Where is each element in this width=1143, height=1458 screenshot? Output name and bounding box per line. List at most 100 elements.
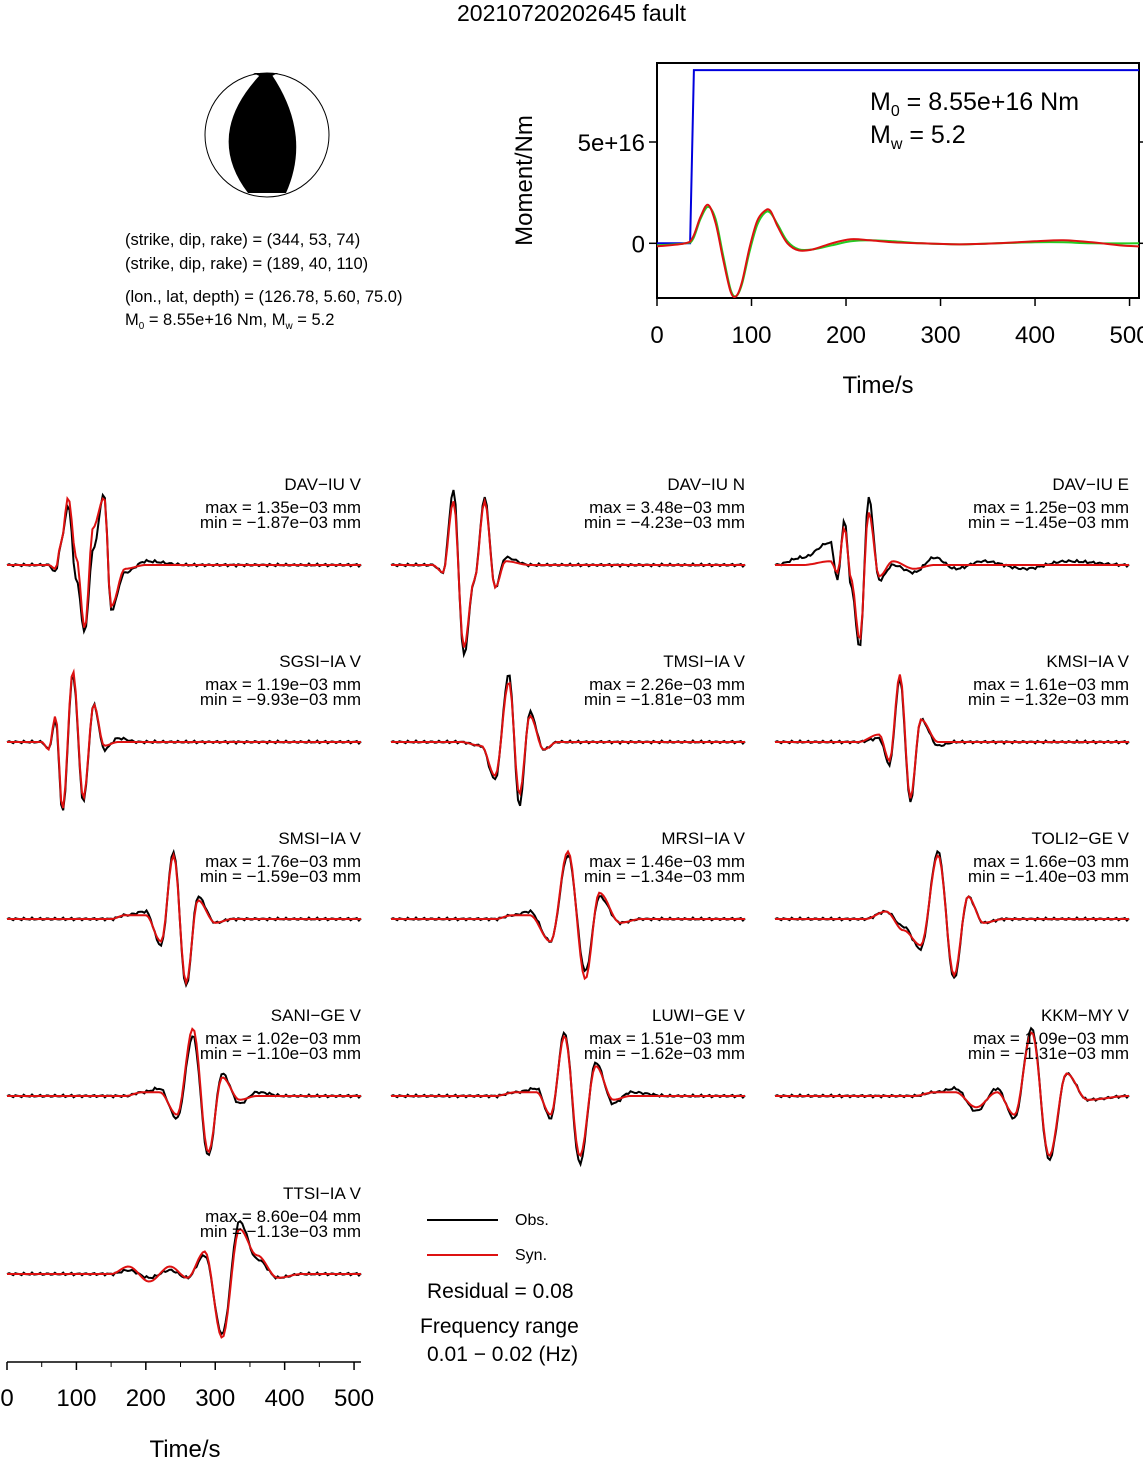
moment-y-axis-label: Moment/Nm [511,115,538,246]
synthetic-trace [391,1034,745,1158]
event-location: (lon., lat, depth) = (126.78, 5.60, 75.0… [125,288,403,306]
station-max: max = 2.26e−03 mm [589,675,745,694]
station-name: LUWI−GE V [652,1006,746,1025]
wave-x-tick-label: 400 [265,1385,305,1412]
frequency-label: Frequency range [420,1315,579,1338]
station-max: max = 8.60e−04 mm [205,1207,361,1226]
synthetic-trace [7,1227,361,1339]
synthetic-trace [7,668,361,809]
station-max: max = 1.19e−03 mm [205,675,361,694]
synthetic-trace [775,674,1129,799]
moment-m0-annotation: M0 = 8.55e+16 Nm [870,88,1079,120]
station-min: min = −1.13e−03 mm [200,1222,361,1241]
observed-trace [774,496,1130,647]
station-min: min = −1.62e−03 mm [584,1044,745,1063]
station-max: max = 1.51e−03 mm [589,1029,745,1048]
nodal-plane-1: (strike, dip, rake) = (344, 53, 74) [125,231,361,249]
beachball-icon [204,72,330,198]
residual-text: Residual = 0.08 [427,1280,574,1303]
moment-x-tick-label: 100 [731,322,771,349]
synthetic-trace [775,512,1129,641]
legend-syn-label: Syn. [515,1247,548,1264]
station-min: min = −1.87e−03 mm [200,513,361,532]
moment-series-line [657,69,1139,245]
station-name: KKM−MY V [1041,1006,1130,1025]
station-max: max = 1.76e−03 mm [205,852,361,871]
moment-chart: 0 100 200 300 400 500 0 5e+16 Moment/Nm Time/s M0 … [511,62,1143,399]
station-min: min = −4.23e−03 mm [584,513,745,532]
station-name: TOLI2−GE V [1032,829,1130,848]
station-max: max = 1.61e−03 mm [973,675,1129,694]
station-name: DAV−IU V [284,475,361,494]
station-min: min = −1.59e−03 mm [200,867,361,886]
station-min: min = −9.93e−03 mm [200,690,361,709]
wave-x-tick-label: 200 [126,1385,166,1412]
wave-x-axis-label: Time/s [149,1436,220,1458]
station-name: SMSI−IA V [278,829,361,848]
event-moment: M0 = 8.55e+16 Nm, Mw = 5.2 [125,311,335,332]
moment-x-tick-label: 0 [650,322,663,349]
moment-x-axis-label: Time/s [842,372,913,399]
station-name: TTSI−IA V [283,1184,362,1203]
station-min: min = −1.31e−03 mm [968,1044,1129,1063]
station-name: KMSI−IA V [1046,652,1129,671]
station-min: min = −1.40e−03 mm [968,867,1129,886]
station-name: SANI−GE V [271,1006,362,1025]
synthetic-trace [7,851,361,987]
station-min: min = −1.34e−03 mm [584,867,745,886]
synthetic-trace [391,681,745,797]
wave-x-tick-label: 500 [334,1385,374,1412]
synthetic-trace [775,1031,1129,1158]
station-name: MRSI−IA V [661,829,745,848]
wave-x-tick-label: 100 [56,1385,96,1412]
legend [427,1219,498,1256]
moment-x-tick-label: 500 [1110,322,1143,349]
station-name: DAV−IU E [1052,475,1129,494]
moment-x-tick-label: 300 [921,322,961,349]
moment-series-line [657,203,1139,298]
station-min: min = −1.32e−03 mm [968,690,1129,709]
station-max: max = 1.35e−03 mm [205,498,361,517]
moment-x-tick-label: 400 [1015,322,1055,349]
synthetic-trace [391,849,745,981]
synthetic-trace [7,1027,361,1154]
nodal-plane-2: (strike, dip, rake) = (189, 40, 110) [125,255,369,273]
station-min: min = −1.81e−03 mm [584,690,745,709]
station-max: max = 3.48e−03 mm [589,498,745,517]
moment-plot-frame [656,62,1140,299]
moment-y-tick-label: 0 [632,231,645,258]
station-name: TMSI−IA V [663,652,745,671]
station-max: max = 1.66e−03 mm [973,852,1129,871]
station-name: SGSI−IA V [279,652,361,671]
wave-x-tick-label: 0 [0,1385,13,1412]
station-name: DAV−IU N [667,475,745,494]
station-max: max = 1.25e−03 mm [973,498,1129,517]
moment-y-tick-label: 5e+16 [578,130,645,157]
frequency-range: 0.01 − 0.02 (Hz) [427,1343,579,1366]
station-max: max = 1.02e−03 mm [205,1029,361,1048]
station-min: min = −1.45e−03 mm [968,513,1129,532]
wave-x-tick-label: 300 [195,1385,235,1412]
legend-obs-label: Obs. [515,1212,549,1229]
station-max: max = 1.46e−03 mm [589,852,745,871]
synthetic-trace [775,853,1129,978]
synthetic-trace [391,497,745,648]
figure-title: 20210720202645 fault [457,0,686,26]
moment-mw-annotation: Mw = 5.2 [870,121,966,153]
synthetic-trace [7,496,361,628]
moment-x-tick-label: 200 [826,322,866,349]
